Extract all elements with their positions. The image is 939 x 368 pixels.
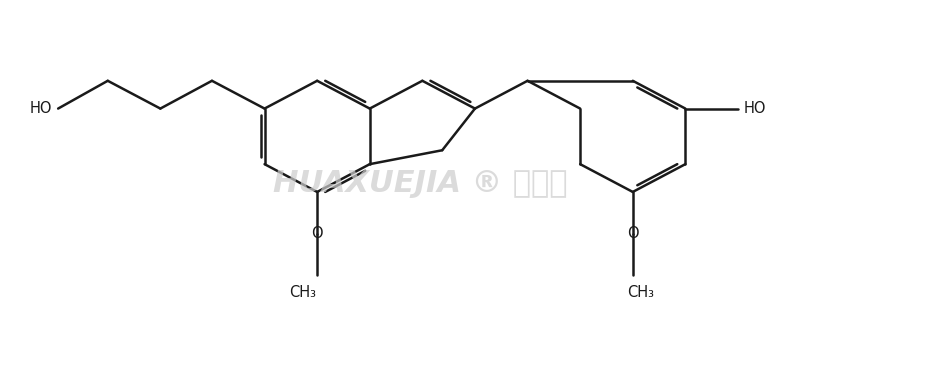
Text: CH₃: CH₃ xyxy=(627,285,654,300)
Text: O: O xyxy=(627,226,639,241)
Text: HO: HO xyxy=(744,101,766,116)
Text: CH₃: CH₃ xyxy=(289,285,316,300)
Text: O: O xyxy=(312,226,323,241)
Text: HUAXUEJIA ® 化学加: HUAXUEJIA ® 化学加 xyxy=(273,169,567,198)
Text: HO: HO xyxy=(30,101,53,116)
